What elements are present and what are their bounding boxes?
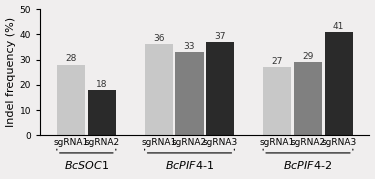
Bar [263, 67, 291, 135]
Text: $\it{BcPIF4\text{-}1}$: $\it{BcPIF4\text{-}1}$ [165, 159, 214, 171]
Text: 37: 37 [214, 32, 226, 41]
Y-axis label: Indel frequency (%): Indel frequency (%) [6, 17, 15, 127]
Bar [294, 62, 322, 135]
Text: 33: 33 [184, 42, 195, 51]
Text: 28: 28 [65, 54, 76, 63]
Text: 41: 41 [333, 21, 344, 30]
Text: 27: 27 [272, 57, 283, 66]
Bar [206, 42, 234, 135]
Bar [88, 90, 116, 135]
Bar [57, 65, 85, 135]
Text: 18: 18 [96, 79, 108, 89]
Bar [176, 52, 204, 135]
Text: 36: 36 [153, 34, 165, 43]
Text: 29: 29 [302, 52, 313, 61]
Bar [325, 32, 353, 135]
Text: $\it{BcSOC1}$: $\it{BcSOC1}$ [64, 159, 109, 171]
Bar [145, 44, 173, 135]
Text: $\it{BcPIF4\text{-}2}$: $\it{BcPIF4\text{-}2}$ [284, 159, 333, 171]
